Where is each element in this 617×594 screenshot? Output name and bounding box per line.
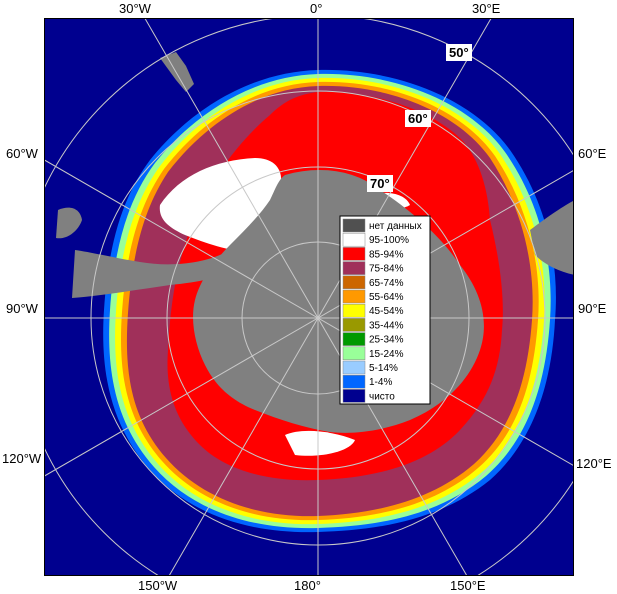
lon-label-90w: 90°W: [6, 301, 39, 316]
latitude-label-50: 50°: [449, 45, 469, 60]
legend-label-5: 55-64%: [369, 292, 404, 303]
legend-swatch-3: [342, 261, 366, 275]
latitude-labels: 50° 60° 70°: [367, 44, 472, 192]
legend-swatch-4: [342, 275, 366, 290]
legend-swatch-11: [342, 374, 366, 389]
lon-label-0-top: 0°: [310, 1, 322, 16]
lon-label-150e-bottom: 150°E: [450, 578, 486, 593]
legend-swatch-10: [342, 360, 366, 375]
legend-swatch-8: [342, 332, 366, 346]
antarctic-peninsula: [72, 250, 232, 298]
legend-swatch-2: [342, 247, 366, 261]
lon-label-150w-bottom: 150°W: [138, 578, 178, 593]
meridian-120: [44, 169, 574, 477]
latitude-label-60: 60°: [408, 111, 428, 126]
legend-swatch-1: [342, 232, 366, 247]
lon-label-30w-top: 30°W: [119, 1, 152, 16]
legend-label-11: 1-4%: [369, 377, 392, 388]
legend-label-0: нет данных: [369, 221, 422, 232]
legend-label-1: 95-100%: [369, 235, 409, 246]
lon-label-120w: 120°W: [2, 451, 42, 466]
australia-edge: [530, 200, 574, 275]
legend-swatch-6: [342, 303, 366, 318]
south-america: [56, 207, 82, 239]
legend-swatch-0: [342, 218, 366, 233]
legend-label-2: 85-94%: [369, 249, 404, 260]
lon-label-60e: 60°E: [578, 146, 607, 161]
legend-label-4: 65-74%: [369, 278, 404, 289]
lon-label-180-bottom: 180°: [294, 578, 321, 593]
legend-label-12: чисто: [369, 391, 395, 402]
legend-label-9: 15-24%: [369, 349, 404, 360]
legend-swatch-7: [342, 318, 366, 332]
south-georgia: [160, 52, 194, 92]
legend-label-8: 25-34%: [369, 335, 404, 346]
lon-label-120e: 120°E: [576, 456, 612, 471]
lon-label-30e-top: 30°E: [472, 1, 501, 16]
legend-label-3: 75-84%: [369, 264, 404, 275]
latitude-label-70: 70°: [370, 176, 390, 191]
map-frame: [44, 18, 574, 576]
legend-swatch-9: [342, 346, 366, 361]
legend: нет данных 95-100% 85-94% 75-84% 65-74% 55-64…: [339, 215, 431, 405]
legend-label-7: 35-44%: [369, 320, 404, 331]
legend-swatch-12: [342, 389, 366, 403]
lon-label-60w: 60°W: [6, 146, 39, 161]
legend-label-6: 45-54%: [369, 306, 404, 317]
ice-95-100-ross: [285, 430, 355, 456]
lon-label-90e: 90°E: [578, 301, 607, 316]
legend-label-10: 5-14%: [369, 363, 398, 374]
legend-swatch-5: [342, 289, 366, 304]
